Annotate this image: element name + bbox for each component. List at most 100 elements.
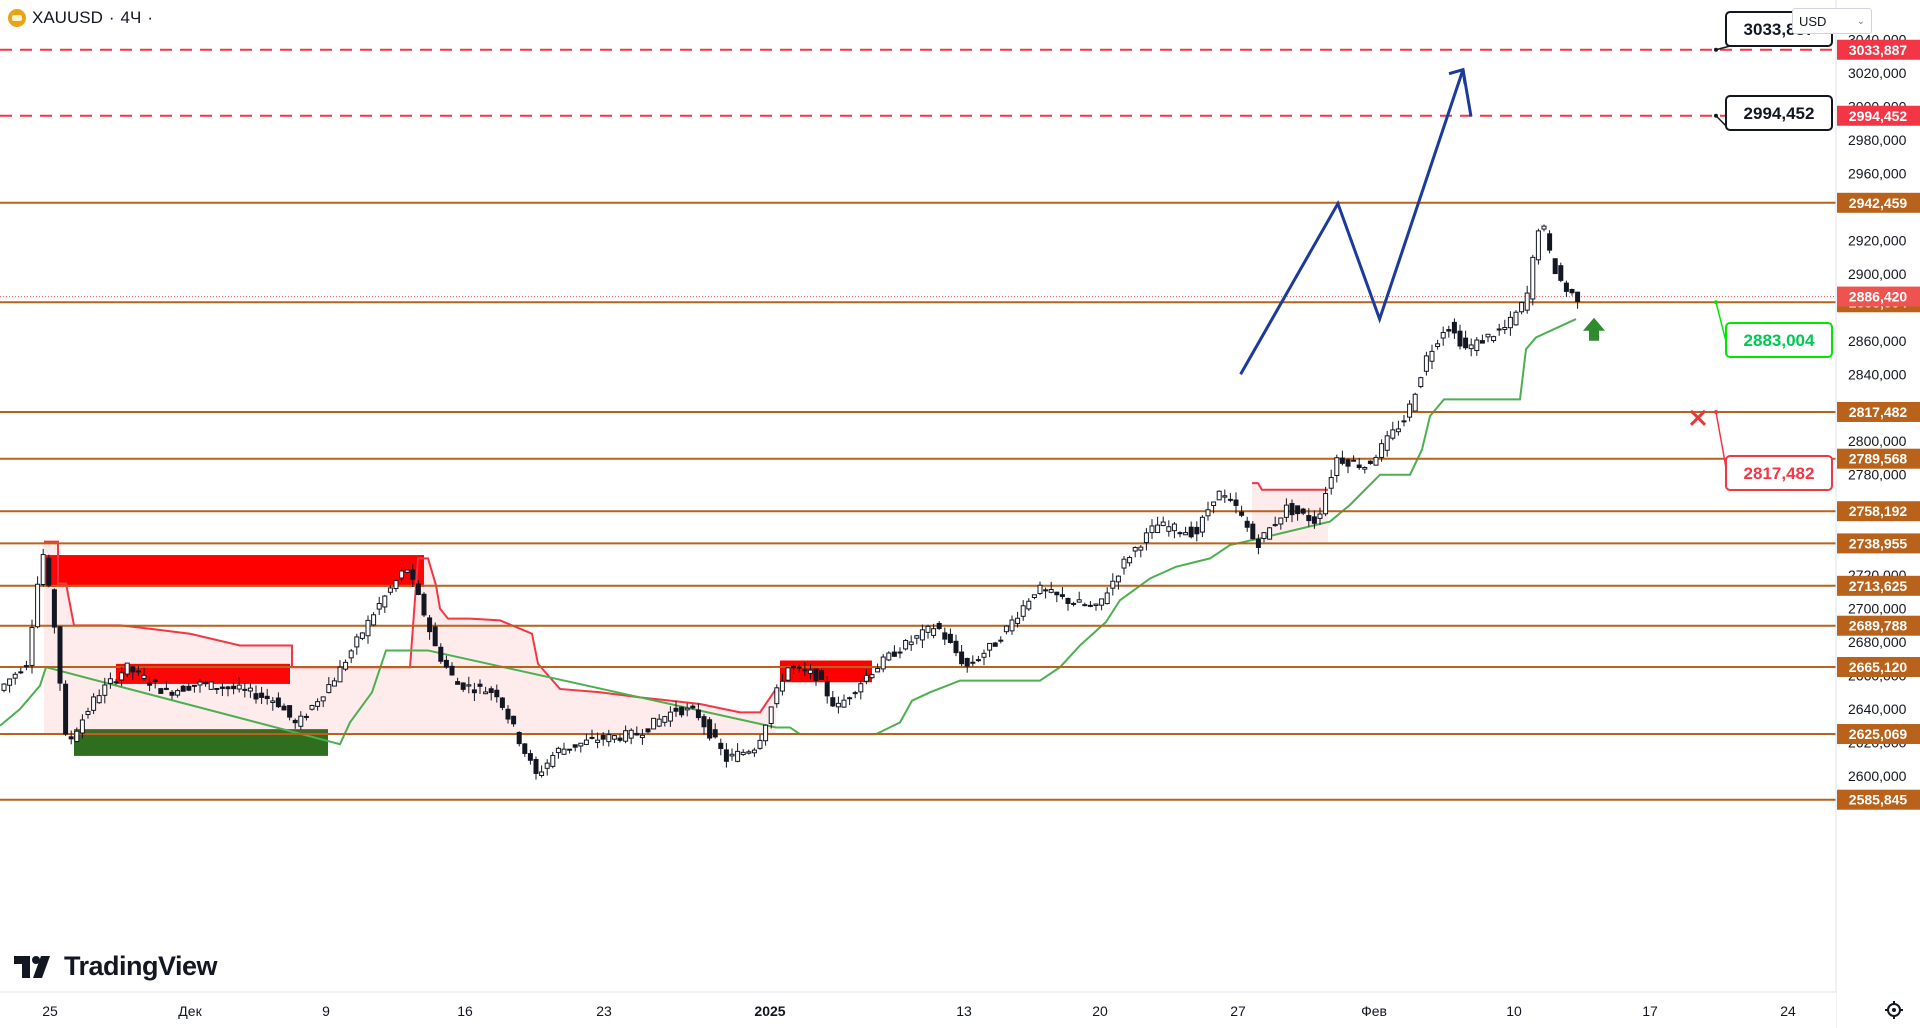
candle-body [1115, 575, 1121, 583]
candle-body [1160, 521, 1166, 527]
candle-body [46, 557, 52, 586]
candle-body [959, 651, 965, 665]
candle-body [740, 751, 746, 756]
callout-anchor [1714, 409, 1718, 414]
candle-body [404, 569, 410, 573]
candle-body [432, 626, 438, 647]
candle-body [483, 691, 489, 695]
candle-body [931, 628, 937, 636]
candle-body [718, 742, 724, 749]
candle-body [1569, 289, 1575, 294]
candle-body [264, 695, 270, 700]
level-price-label: 2689,788 [1849, 618, 1908, 634]
interval-label[interactable]: 4Ч [120, 8, 142, 27]
time-tick-label: 25 [42, 1003, 58, 1019]
candle-body [175, 690, 181, 696]
currency-selector[interactable]: USD ⌄ [1792, 8, 1872, 34]
candle-body [1239, 511, 1245, 516]
candle-body [707, 719, 713, 739]
candle-body [975, 659, 981, 662]
candle-body [1412, 393, 1418, 412]
trail-down-fill [44, 541, 776, 735]
candle-body [1037, 584, 1043, 594]
candle-body [1474, 339, 1480, 352]
candle-body [1362, 467, 1368, 470]
candle-body [656, 718, 662, 727]
candle-body [387, 587, 393, 593]
candle-body [796, 666, 802, 669]
candle-body [1099, 598, 1105, 606]
candle-body [415, 583, 421, 596]
symbol-name[interactable]: XAUUSD [32, 8, 103, 27]
candle-body [623, 730, 629, 742]
candle-body [494, 689, 500, 698]
time-axis[interactable]: 25 Дек 9 16 23 2025 13 20 27 Фев 10 17 24 [0, 991, 1836, 1028]
price-axis[interactable]: 3040,0003020,0003000,0002980,0002960,000… [1835, 0, 1920, 1028]
candle-body [847, 697, 853, 700]
projection-layer [1239, 67, 1707, 426]
candle-body [1379, 443, 1385, 458]
symbol-header[interactable]: XAUUSD · 4Ч · [8, 6, 159, 30]
supply-zone-jan [780, 660, 872, 683]
level-price-tag [1837, 656, 1920, 677]
supply-zone-small [116, 663, 290, 684]
candle-body [331, 680, 337, 687]
candle-body [1339, 457, 1345, 464]
candle-body [903, 639, 909, 650]
candle-body [1289, 503, 1295, 516]
candle-body [91, 696, 97, 711]
tradingview-logo[interactable]: TradingView [14, 951, 218, 982]
candle-body [947, 633, 953, 644]
candle-body [393, 580, 399, 590]
supply-zone [46, 555, 424, 587]
candle-body [1367, 460, 1373, 464]
candle-body [1003, 625, 1009, 633]
level-price-tag [1837, 501, 1920, 522]
candle-body [555, 747, 561, 754]
candle-body [18, 671, 24, 674]
callout-label: 2883,004 [1744, 331, 1815, 350]
candle-body [880, 656, 886, 670]
candle-body [550, 754, 556, 767]
candle-body [57, 626, 63, 684]
candle-body [242, 688, 248, 691]
candle-body [561, 748, 567, 755]
candle-body [942, 632, 948, 640]
candle-body [819, 670, 825, 680]
candle-body [320, 696, 326, 702]
candle-body [936, 622, 942, 630]
candle-body [673, 707, 679, 712]
candle-body [225, 686, 231, 690]
candle-body [645, 728, 651, 733]
candle-body [1558, 265, 1564, 281]
level-price-label: 2713,625 [1849, 578, 1908, 594]
candle-body [875, 667, 881, 673]
candle-body [365, 619, 371, 637]
settings-gear-icon[interactable] [1884, 1000, 1904, 1020]
candle-body [1395, 428, 1401, 433]
candle-body [897, 651, 903, 654]
candle-body [298, 715, 304, 727]
candle-body [763, 724, 769, 742]
candle-body [1418, 377, 1424, 388]
candle-body [858, 683, 864, 693]
candle-body [964, 657, 970, 667]
candle-body [679, 706, 685, 716]
candle-body [348, 650, 354, 659]
candle-body [1283, 504, 1289, 518]
candle-body [1328, 477, 1334, 489]
time-tick-label: 10 [1506, 1003, 1522, 1019]
candle-body [1188, 526, 1194, 538]
candle-body [326, 684, 332, 694]
candle-body [735, 750, 741, 762]
candle-body [1177, 532, 1183, 535]
candle-body [1093, 603, 1099, 607]
candle-body [236, 684, 242, 690]
candle-body [1015, 617, 1021, 624]
candle-body [292, 719, 298, 724]
level-price-label: 2942,459 [1849, 195, 1908, 211]
price-tick-label: 2860,000 [1848, 333, 1907, 349]
candle-body [270, 700, 276, 703]
callout-box [1725, 95, 1833, 131]
